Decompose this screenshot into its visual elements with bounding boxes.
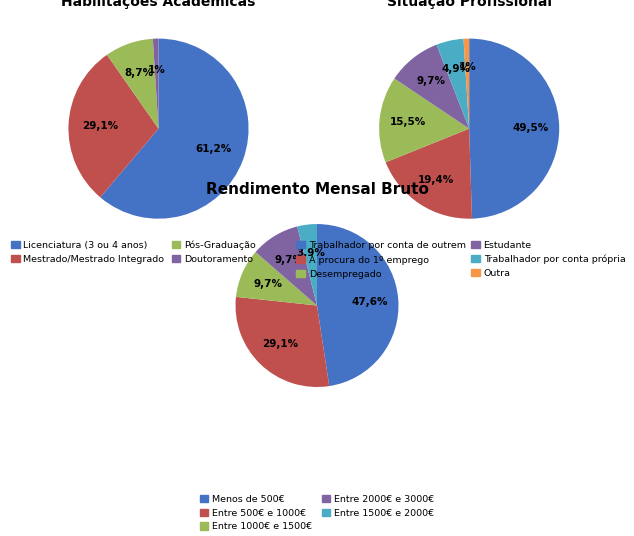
Text: 9,7%: 9,7% — [417, 76, 445, 86]
Title: Situação Profissional: Situação Profissional — [387, 0, 552, 9]
Wedge shape — [437, 39, 469, 129]
Wedge shape — [236, 252, 317, 306]
Wedge shape — [297, 224, 317, 306]
Wedge shape — [153, 39, 158, 129]
Wedge shape — [100, 39, 249, 219]
Wedge shape — [317, 224, 399, 386]
Wedge shape — [379, 78, 469, 162]
Text: 9,7%: 9,7% — [254, 279, 283, 289]
Text: 1%: 1% — [148, 65, 165, 75]
Wedge shape — [394, 44, 469, 129]
Wedge shape — [107, 39, 158, 129]
Title: Rendimento Mensal Bruto: Rendimento Mensal Bruto — [205, 182, 429, 197]
Wedge shape — [235, 297, 329, 387]
Text: 29,1%: 29,1% — [262, 339, 299, 349]
Text: 61,2%: 61,2% — [195, 144, 231, 154]
Wedge shape — [463, 39, 469, 129]
Text: 49,5%: 49,5% — [512, 123, 548, 133]
Legend: Menos de 500€, Entre 500€ e 1000€, Entre 1000€ e 1500€, Entre 2000€ e 3000€, Ent: Menos de 500€, Entre 500€ e 1000€, Entre… — [200, 495, 434, 531]
Text: 1%: 1% — [458, 62, 476, 72]
Wedge shape — [469, 39, 559, 219]
Wedge shape — [68, 55, 158, 197]
Text: 47,6%: 47,6% — [352, 296, 388, 307]
Text: 19,4%: 19,4% — [418, 175, 454, 185]
Title: Habilitações Académicas: Habilitações Académicas — [61, 0, 256, 9]
Wedge shape — [256, 227, 317, 306]
Text: 8,7%: 8,7% — [125, 69, 154, 78]
Text: 15,5%: 15,5% — [390, 117, 427, 128]
Text: 9,7%: 9,7% — [275, 255, 304, 265]
Wedge shape — [385, 129, 472, 219]
Legend: Trabalhador por conta de outrem, À procura do 1º emprego, Desempregado, Estudant: Trabalhador por conta de outrem, À procu… — [296, 241, 625, 279]
Text: 29,1%: 29,1% — [82, 121, 118, 131]
Text: 4,9%: 4,9% — [441, 64, 470, 74]
Text: 3,9%: 3,9% — [296, 248, 325, 258]
